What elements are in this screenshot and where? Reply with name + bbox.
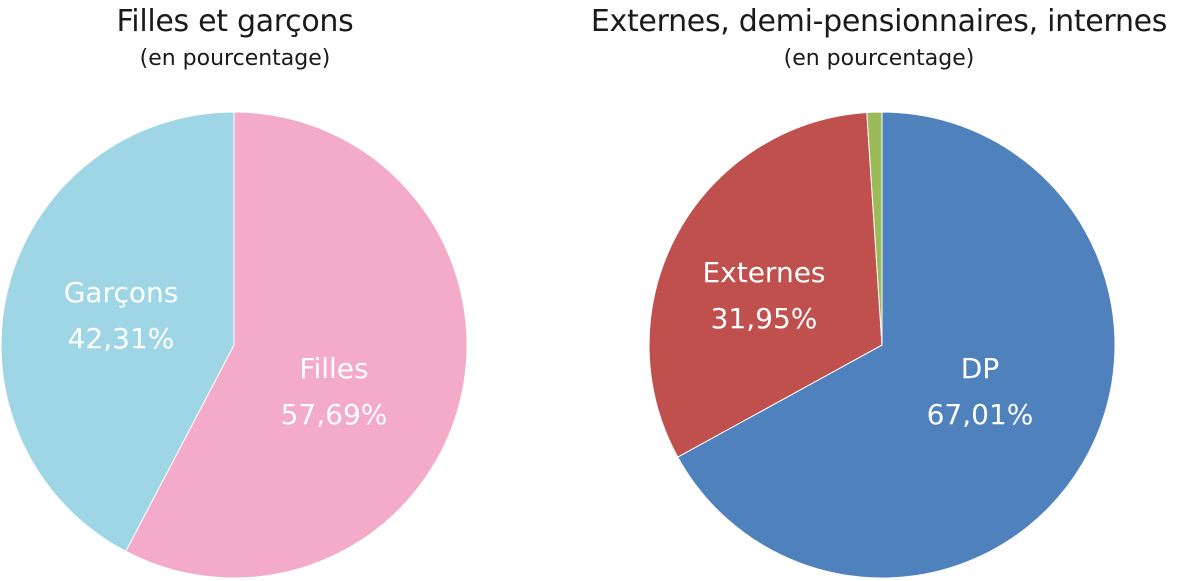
chart-title: Externes, demi-pensionnaires, internes — [590, 4, 1168, 39]
pie-chart-filles-garcons: Filles et garçons (en pourcentage) Fille… — [0, 0, 470, 581]
slice-value-label: 57,69% — [281, 398, 388, 431]
pie-plot: Filles 57,69% Garçons 42,31% — [0, 111, 468, 579]
chart-title: Filles et garçons — [116, 4, 354, 39]
pie-slice-filles — [125, 111, 468, 579]
slice-label: Garçons — [64, 276, 179, 309]
pie-slice-externes — [648, 111, 883, 458]
slice-label: Externes — [702, 256, 825, 289]
pie-slice-other — [866, 111, 883, 346]
slice-label: Filles — [299, 352, 368, 385]
pie-slice-dp — [677, 111, 1116, 579]
pie-slice-garçons — [0, 111, 235, 553]
pie-plot: DP 67,01% Externes 31,95% — [648, 111, 1116, 579]
chart-subtitle: (en pourcentage) — [783, 46, 975, 71]
pie-chart-regime: Externes, demi-pensionnaires, internes (… — [575, 0, 1183, 581]
chart-subtitle: (en pourcentage) — [139, 46, 331, 71]
slice-value-label: 42,31% — [68, 322, 175, 355]
slice-value-label: 67,01% — [927, 398, 1034, 431]
slice-label: DP — [961, 352, 999, 385]
slice-value-label: 31,95% — [711, 302, 818, 335]
